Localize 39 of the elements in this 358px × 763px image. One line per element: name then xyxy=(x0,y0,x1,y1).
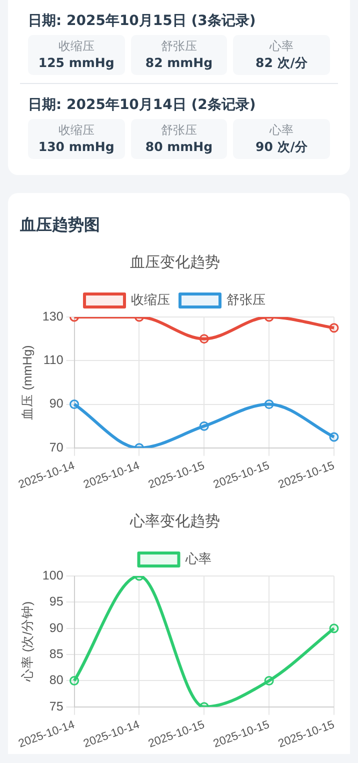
legend-label: 舒张压 xyxy=(226,292,266,308)
point xyxy=(199,421,209,431)
text: 收缩压 xyxy=(57,122,96,139)
y-tick-label: 110 xyxy=(43,353,64,368)
chart-title: 血压变化趋势 xyxy=(130,252,220,271)
point xyxy=(264,676,274,686)
legend-label: 收缩压 xyxy=(131,292,170,308)
point xyxy=(70,676,80,686)
y-axis-title: 心率 (次/分钟) xyxy=(19,601,34,683)
text: 血压趋势图 xyxy=(20,215,101,236)
text: 80 mmHg xyxy=(144,139,214,154)
text: 日期: 2025年10月14日 (2条记录) xyxy=(28,96,257,114)
y-tick-label: 90 xyxy=(49,620,64,635)
y-tick-label: 70 xyxy=(49,440,64,454)
y-tick-label: 100 xyxy=(42,568,64,582)
text: 心率 xyxy=(268,122,295,139)
text: 90 次/分 xyxy=(254,139,309,156)
y-tick-label: 80 xyxy=(49,673,64,688)
text: 82 mmHg xyxy=(144,55,214,70)
y-tick-label: 75 xyxy=(49,699,64,714)
y-tick-label: 130 xyxy=(42,309,64,324)
point xyxy=(70,400,80,410)
y-tick-label: 90 xyxy=(49,396,64,411)
text: 心率 xyxy=(268,38,295,55)
text: 82 次/分 xyxy=(254,55,309,72)
chart-title: 心率变化趋势 xyxy=(129,512,220,530)
y-tick-label: 85 xyxy=(49,647,64,661)
point xyxy=(329,432,339,442)
point xyxy=(264,400,274,410)
text: 125 mmHg xyxy=(37,55,116,70)
y-axis-title: 血压 (mmHg) xyxy=(20,345,34,420)
point xyxy=(329,624,339,634)
text: 130 mmHg xyxy=(37,139,116,154)
text: 舒张压 xyxy=(160,38,198,55)
legend-label: 心率 xyxy=(184,550,212,567)
text: 舒张压 xyxy=(160,122,198,139)
text: 收缩压 xyxy=(57,38,96,55)
text: 日期: 2025年10月15日 (3条记录) xyxy=(28,12,257,30)
y-tick-label: 95 xyxy=(49,594,64,609)
